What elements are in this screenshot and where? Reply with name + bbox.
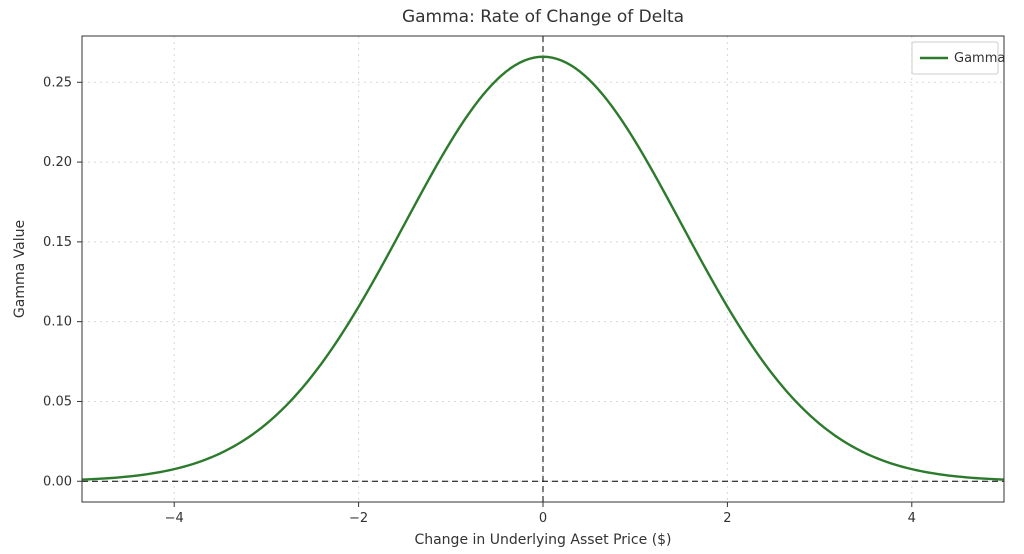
legend-label: Gamma — [954, 51, 1005, 66]
chart-title: Gamma: Rate of Change of Delta — [402, 7, 684, 27]
y-tick-label: 0.15 — [43, 235, 72, 250]
y-axis-label: Gamma Value — [12, 220, 28, 318]
gamma-chart: −4 −2 0 2 4 0.00 0.05 0.10 0.15 0.20 0.25 Change in… — [0, 0, 1024, 554]
y-tick-label: 0.25 — [43, 75, 72, 90]
x-tick-label: −2 — [349, 511, 368, 526]
legend: Gamma — [912, 42, 1005, 74]
x-tick-label: −4 — [165, 511, 184, 526]
y-tick-label: 0.20 — [43, 155, 72, 170]
x-tick-label: 2 — [723, 511, 731, 526]
chart-container: −4 −2 0 2 4 0.00 0.05 0.10 0.15 0.20 0.25 Change in… — [0, 0, 1024, 554]
y-tick-label: 0.00 — [43, 474, 72, 489]
x-tick-label: 4 — [908, 511, 916, 526]
y-tick-label: 0.10 — [43, 315, 72, 330]
x-tick-label: 0 — [539, 511, 547, 526]
y-tick-label: 0.05 — [43, 394, 72, 409]
x-axis-label: Change in Underlying Asset Price ($) — [414, 532, 671, 548]
